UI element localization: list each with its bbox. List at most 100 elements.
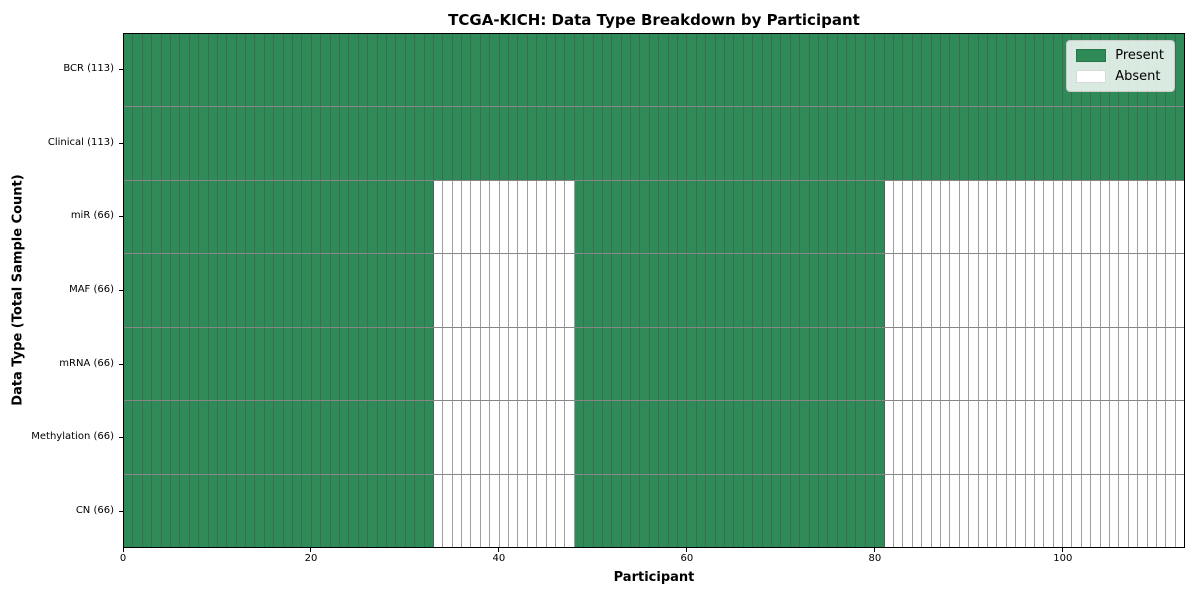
heatmap-cell-present [903, 34, 913, 107]
heatmap-cell-present [283, 107, 294, 180]
heatmap-cell-absent [1100, 180, 1111, 254]
heatmap-cell-present [875, 327, 885, 401]
heatmap-cell-present [753, 254, 763, 327]
heatmap-cell-present [640, 401, 650, 474]
heatmap-cell-present [424, 34, 434, 107]
heatmap-cell-present [800, 327, 810, 401]
heatmap-cell-present [875, 107, 885, 180]
heatmap-cell-present [293, 107, 303, 180]
heatmap-cell-present [593, 34, 603, 107]
heatmap-cell-present [631, 34, 641, 107]
x-tick-mark [874, 548, 876, 552]
heatmap-cell-present [302, 107, 312, 180]
heatmap-row [124, 180, 1185, 255]
heatmap-cell-present [574, 474, 585, 547]
heatmap-cell-present [884, 107, 895, 180]
heatmap-cell-absent [1166, 180, 1176, 254]
heatmap-cell-present [124, 254, 134, 327]
heatmap-cell-absent [565, 254, 575, 327]
heatmap-cell-present [621, 474, 632, 547]
heatmap-cell-present [386, 254, 397, 327]
heatmap-cell-present [687, 107, 697, 180]
heatmap-cell-absent [1091, 327, 1101, 401]
heatmap-cell-absent [509, 474, 519, 547]
heatmap-cell-present [875, 401, 885, 474]
heatmap-cell-absent [1034, 474, 1045, 547]
heatmap-cell-absent [1016, 474, 1026, 547]
heatmap-cell-absent [555, 180, 566, 254]
heatmap-cell-absent [1110, 474, 1120, 547]
heatmap-cell-present [762, 474, 772, 547]
heatmap-cell-present [649, 327, 660, 401]
heatmap-cell-present [133, 254, 143, 327]
heatmap-cell-present [837, 180, 848, 254]
heatmap-cell-present [189, 180, 200, 254]
heatmap-cell-present [424, 180, 434, 254]
heatmap-cell-present [405, 474, 416, 547]
heatmap-cell-absent [518, 327, 528, 401]
heatmap-cell-present [584, 474, 594, 547]
heatmap-cell-present [161, 254, 171, 327]
heatmap-row [124, 327, 1185, 402]
heatmap-cell-absent [1072, 254, 1082, 327]
heatmap-cell-absent [546, 327, 556, 401]
heatmap-cell-present [368, 107, 378, 180]
heatmap-cell-present [903, 107, 913, 180]
heatmap-cell-absent [903, 474, 913, 547]
y-tick-mark [119, 290, 123, 291]
heatmap-cell-present [687, 34, 697, 107]
heatmap-cell-present [574, 180, 585, 254]
heatmap-cell-present [659, 474, 669, 547]
heatmap-cell-present [321, 327, 331, 401]
heatmap-cell-present [152, 327, 162, 401]
heatmap-cell-present [790, 34, 801, 107]
heatmap-cell-present [696, 401, 707, 474]
heatmap-cell-absent [940, 401, 951, 474]
heatmap-cell-present [753, 474, 763, 547]
heatmap-cell-absent [509, 180, 519, 254]
heatmap-cell-present [311, 254, 322, 327]
legend-entry: Present [1076, 48, 1164, 63]
heatmap-cell-absent [1119, 180, 1129, 254]
heatmap-cell-present [537, 34, 547, 107]
heatmap-cell-present [358, 107, 369, 180]
heatmap-cell-present [377, 180, 387, 254]
heatmap-cell-absent [565, 401, 575, 474]
heatmap-cell-absent [537, 254, 547, 327]
heatmap-cell-present [781, 34, 791, 107]
heatmap-cell-present [358, 327, 369, 401]
heatmap-cell-present [809, 107, 819, 180]
heatmap-cell-absent [922, 327, 932, 401]
heatmap-cell-present [368, 254, 378, 327]
heatmap-cell-present [771, 180, 782, 254]
heatmap-cell-present [894, 107, 904, 180]
heatmap-cell-absent [978, 474, 988, 547]
heatmap-cell-present [922, 107, 932, 180]
heatmap-cell-present [649, 34, 660, 107]
heatmap-cell-absent [527, 180, 538, 254]
heatmap-cell-present [781, 254, 791, 327]
heatmap-cell-absent [480, 254, 491, 327]
heatmap-cell-present [405, 254, 416, 327]
heatmap-cell-present [199, 34, 209, 107]
heatmap-cell-absent [1128, 254, 1139, 327]
heatmap-cell-present [668, 327, 679, 401]
heatmap-cell-absent [518, 254, 528, 327]
heatmap-cell-present [612, 327, 622, 401]
heatmap-cell-present [950, 107, 960, 180]
heatmap-cell-present [687, 327, 697, 401]
heatmap-cell-present [940, 107, 951, 180]
heatmap-cell-present [527, 107, 538, 180]
heatmap-cell-present [790, 107, 801, 180]
heatmap-cell-present [161, 180, 171, 254]
heatmap-cell-present [217, 327, 228, 401]
heatmap-cell-present [743, 401, 754, 474]
heatmap-cell-present [170, 107, 181, 180]
heatmap-cell-present [678, 180, 688, 254]
heatmap-cell-absent [1128, 401, 1139, 474]
heatmap-cell-present [349, 180, 359, 254]
heatmap-cell-present [274, 107, 284, 180]
heatmap-cell-absent [452, 254, 463, 327]
heatmap-cell-present [734, 254, 744, 327]
heatmap-cell-present [584, 34, 594, 107]
